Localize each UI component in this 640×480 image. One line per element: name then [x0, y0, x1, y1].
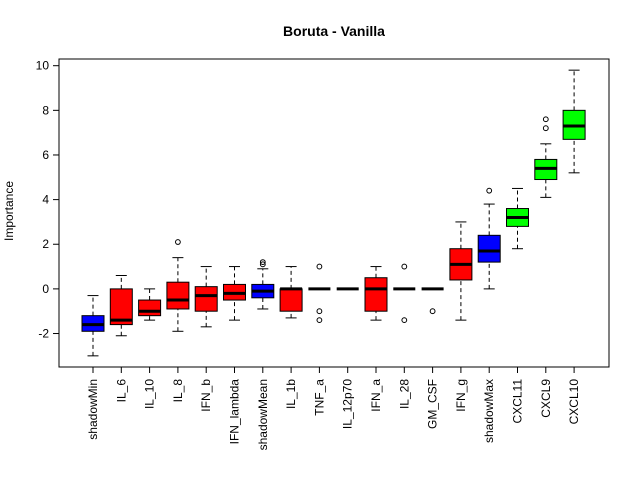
box-CXCL9 [534, 116, 558, 198]
box-IL_8 [166, 239, 190, 332]
y-tick-label: 10 [36, 59, 50, 73]
x-tick-label: IFN_lambda [228, 379, 242, 445]
x-tick-label: IFN_a [369, 379, 383, 412]
x-tick-label: IL_10 [143, 379, 157, 409]
y-tick-label: 2 [42, 237, 49, 251]
box-body [364, 277, 388, 312]
outlier-point [401, 263, 408, 270]
x-tick-label: IL_8 [171, 379, 185, 403]
outlier-point [316, 263, 323, 270]
x-tick-label: shadowMean [256, 379, 270, 450]
box-body [138, 299, 162, 317]
box-CXCL11 [506, 187, 529, 250]
box-body [194, 286, 218, 312]
x-tick-label: GM_CSF [426, 379, 440, 429]
box-IFN_g [449, 221, 473, 321]
x-tick-label: IL_6 [114, 379, 128, 403]
box-shadowMax [477, 187, 501, 290]
outlier-point [316, 317, 323, 324]
box-IL_28 [393, 263, 416, 324]
y-axis: -2 0 2 4 6 8 10 [36, 59, 60, 341]
box-IL_10 [138, 288, 162, 321]
x-tick-label: shadowMin [86, 379, 100, 440]
x-tick-label: IL_28 [397, 379, 411, 409]
x-axis-labels: shadowMin IL_6 IL_10 IL_8 IFN_b IFN_lambda sha… [86, 366, 581, 450]
outlier-point [401, 317, 408, 324]
y-axis-label: Importance [2, 181, 16, 241]
y-tick-label: 4 [42, 193, 49, 207]
box-IFN_lambda [223, 266, 246, 321]
outlier-point [542, 116, 549, 123]
x-tick-label: IFN_b [199, 379, 213, 412]
y-tick-label: 6 [42, 148, 49, 162]
outlier-point [429, 308, 436, 315]
outlier-point [175, 239, 181, 245]
chart-title: Boruta - Vanilla [283, 23, 385, 39]
x-tick-label: IL_1b [284, 379, 298, 409]
box-IFN_b [194, 266, 218, 328]
outlier-point [259, 261, 266, 268]
box-body [279, 288, 303, 312]
box-body [477, 234, 501, 263]
box-GM_CSF [421, 287, 444, 315]
box-CXCL10 [562, 69, 586, 174]
y-tick-label: 8 [42, 103, 49, 117]
x-tick-label: CXCL11 [511, 379, 525, 424]
box-IL_1b [279, 266, 303, 319]
x-tick-label: IFN_g [454, 379, 468, 412]
x-tick-label: CXCL9 [539, 379, 553, 418]
box-TNF_a [308, 263, 331, 324]
box-body [109, 288, 133, 326]
outlier-point [259, 259, 266, 266]
x-tick-label: CXCL10 [567, 379, 581, 425]
box-IL_6 [109, 274, 133, 337]
box-series [81, 69, 586, 357]
x-tick-label: IL_12p70 [341, 379, 355, 429]
box-shadowMean [251, 259, 275, 310]
outlier-point [486, 187, 493, 194]
y-tick-label: -2 [38, 327, 49, 341]
x-tick-label: shadowMax [482, 379, 496, 443]
x-tick-label: TNF_a [312, 379, 326, 416]
y-tick-label: 0 [42, 282, 49, 296]
outlier-point [316, 308, 323, 315]
box-shadowMin [81, 295, 105, 357]
outlier-point [542, 125, 549, 132]
box-IFN_a [364, 266, 388, 321]
box-body [166, 281, 190, 310]
